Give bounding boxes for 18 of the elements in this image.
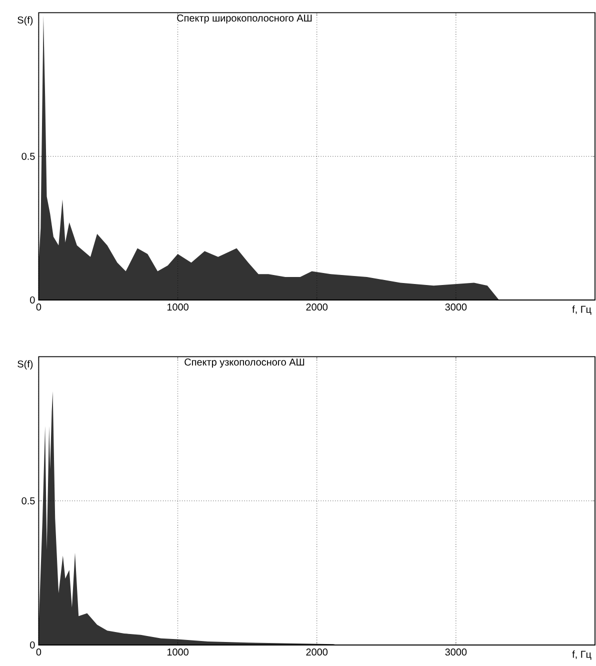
x-axis-title: f, Гц [572,305,592,315]
x-tick-label: 1000 [167,304,188,311]
x-tick-label: 3000 [445,304,467,311]
y-tick-label: 0 [30,296,35,304]
x-tick-label: 0 [36,304,42,311]
y-tick-label: 0.5 [22,497,35,504]
x-tick-label: 0 [36,648,42,656]
y-tick-label: 0 [30,641,35,649]
chart-title: Спектр узкополосного АШ [184,358,304,368]
x-tick-label: 2000 [306,304,328,311]
y-tick-label: 0.5 [22,152,35,160]
y-axis-title: S(f) [18,360,33,370]
chart-title: Спектр широкополосного АШ [177,14,312,24]
x-tick-label: 1000 [167,648,188,656]
x-axis-title: f, Гц [572,650,592,660]
x-tick-label: 2000 [306,648,328,656]
y-axis-title: S(f) [18,16,33,26]
x-tick-label: 3000 [445,648,467,656]
